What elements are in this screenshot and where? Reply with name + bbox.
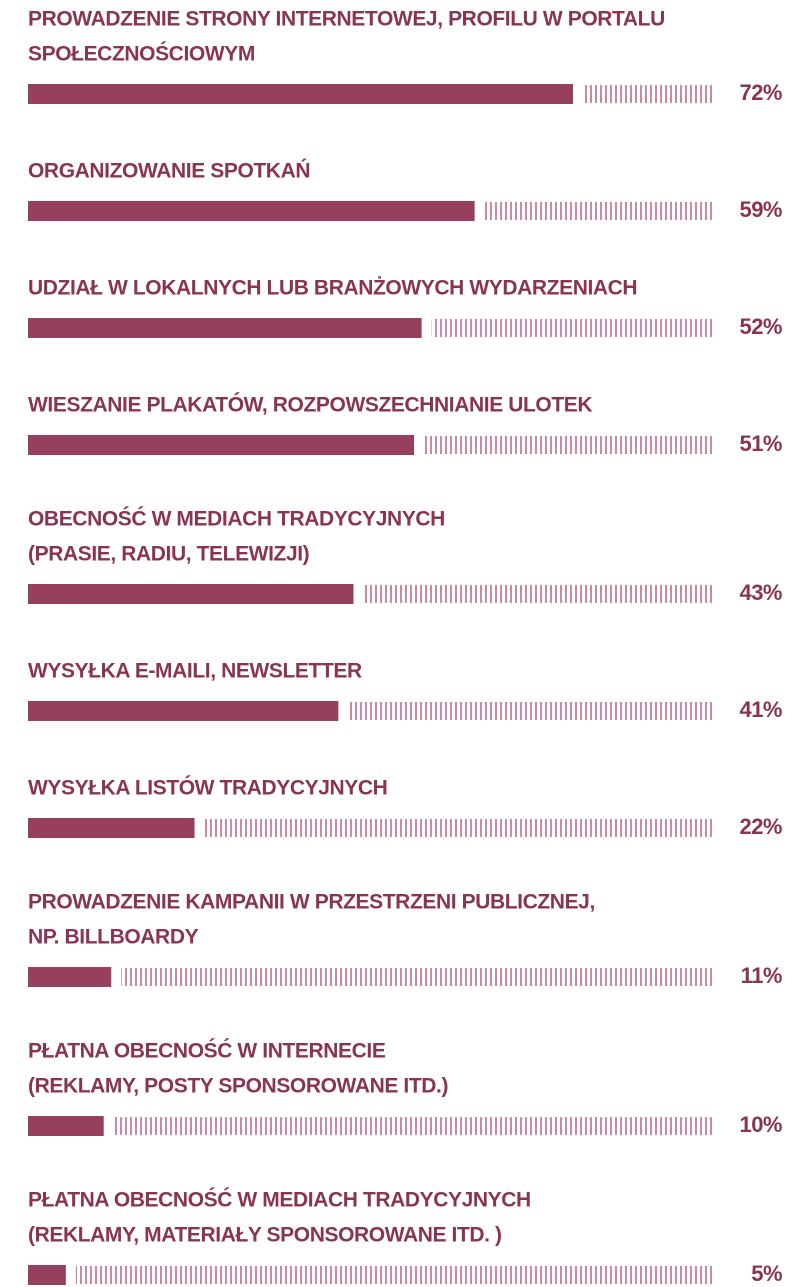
bar	[28, 318, 422, 338]
bar	[28, 701, 339, 721]
bar	[28, 818, 195, 838]
bar-track	[363, 585, 715, 603]
value-label: 43%	[739, 580, 782, 605]
bar-track	[75, 1266, 716, 1284]
category-label: WYSYŁKA LISTÓW TRADYCYJNYCH	[28, 776, 387, 800]
value-label: 11%	[741, 963, 782, 988]
bar-track	[424, 436, 715, 454]
bar	[28, 435, 415, 455]
value-label: 41%	[739, 697, 782, 722]
category-label: (REKLAMY, MATERIAŁY SPONSOROWANE ITD. )	[28, 1224, 502, 1247]
value-label: 52%	[739, 314, 782, 339]
category-label: (PRASIE, RADIU, TELEWIZJI)	[28, 543, 309, 566]
value-label: 59%	[739, 197, 782, 222]
bar	[28, 1116, 104, 1136]
category-label: (REKLAMY, POSTY SPONSOROWANE ITD.)	[28, 1075, 448, 1098]
category-label: SPOŁECZNOŚCIOWYM	[28, 42, 255, 66]
value-label: 72%	[739, 80, 782, 105]
bar-track	[204, 819, 716, 837]
bar-track	[113, 1117, 715, 1135]
category-label: UDZIAŁ W LOKALNYCH LUB BRANŻOWYCH WYDARZ…	[28, 277, 637, 300]
bar-track	[121, 968, 715, 986]
value-label: 51%	[739, 431, 782, 456]
bar-track	[348, 702, 715, 720]
bar	[28, 201, 475, 221]
bar	[28, 967, 112, 987]
value-label: 5%	[751, 1261, 782, 1286]
category-label: NP. BILLBOARDY	[28, 926, 199, 949]
category-label: PŁATNA OBECNOŚĆ W MEDIACH TRADYCYJNYCH	[28, 1188, 531, 1212]
bar	[28, 84, 574, 104]
value-label: 22%	[739, 814, 782, 839]
category-label: OBECNOŚĆ W MEDIACH TRADYCYJNYCH	[28, 507, 445, 531]
category-label: WIESZANIE PLAKATÓW, ROZPOWSZECHNIANIE UL…	[28, 393, 592, 417]
category-label: ORGANIZOWANIE SPOTKAŃ	[28, 160, 310, 183]
bar-track	[484, 202, 715, 220]
bar-track	[583, 85, 715, 103]
value-label: 10%	[739, 1112, 782, 1137]
bar	[28, 1265, 66, 1285]
category-label: PROWADZENIE KAMPANII W PRZESTRZENI PUBLI…	[28, 891, 595, 914]
bar-track	[431, 319, 715, 337]
bar	[28, 584, 354, 604]
category-label: WYSYŁKA E-MAILI, NEWSLETTER	[28, 660, 362, 683]
category-label: PROWADZENIE STRONY INTERNETOWEJ, PROFILU…	[28, 8, 665, 31]
category-label: PŁATNA OBECNOŚĆ W INTERNECIE	[28, 1039, 386, 1063]
